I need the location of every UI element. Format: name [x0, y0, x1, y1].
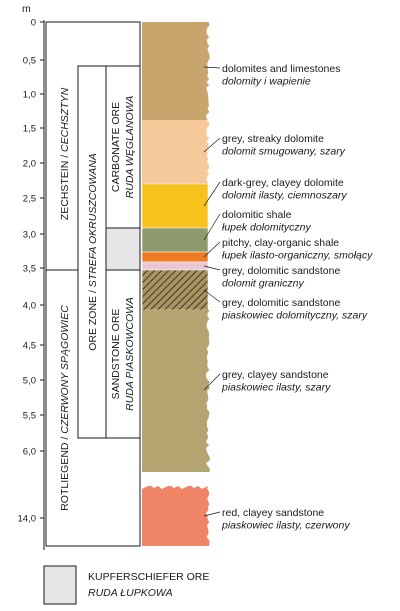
- layer-name: grey, dolomitic sandstone: [222, 265, 340, 277]
- stratigraphic-units: ZECHSTEIN / CECHSZTYN ROTLIEGEND / CZERW…: [45, 21, 141, 547]
- layer-name: grey, clayey sandstone: [222, 369, 329, 381]
- layer-name-pl: piaskowiec ilasty, czerwony: [221, 520, 350, 532]
- axis-tick-label: 5,5: [23, 411, 36, 422]
- layer-name-pl: piaskowiec dolomityczny, szary: [221, 310, 368, 322]
- layer-name-pl: dolomit graniczny: [222, 278, 304, 290]
- rotliegend-label: ROTLIEGEND / CZERWONY SPĄGOWIEC: [59, 305, 71, 511]
- axis-unit: m: [22, 3, 31, 15]
- kupferschiefer-ore-box: [105, 227, 141, 271]
- sandstone-ore-label-pl: RUDA PIASKOWCOWA: [124, 297, 136, 411]
- layer-name: grey, dolomitic sandstone: [222, 297, 340, 309]
- axis-tick-label: 4,5: [23, 341, 36, 352]
- leader-line: [203, 181, 221, 207]
- leader-line: [203, 241, 221, 258]
- axis-tick-label: 1,5: [23, 124, 36, 135]
- zechstein-label: ZECHSTEIN / CECHSZTYN: [59, 87, 71, 220]
- ore-zone-label: ORE ZONE / STREFA OKRUSZCOWANA: [87, 153, 99, 351]
- layer-name: dolomites and limestones: [222, 63, 340, 75]
- axis-tick-label: 6,0: [23, 447, 36, 458]
- lithology-layer: [141, 227, 209, 253]
- axis-tick-label: 4,0: [23, 301, 36, 312]
- layer-name: dolomitic shale: [222, 209, 292, 221]
- axis-tick-label: 3,5: [23, 264, 36, 275]
- lithology-layer: [141, 251, 209, 263]
- leader-line: [203, 66, 221, 69]
- lithology-layer: [142, 485, 210, 546]
- leader-line: [203, 373, 221, 391]
- depth-axis: m 0 0,5 1,0 1,5 2,0 2,5 3,0 3,5 4,0 4,5 5,0 5,5 6,0 1…: [18, 3, 45, 550]
- legend-swatch: [43, 565, 77, 605]
- layer-name-pl: dolomity i wapienie: [222, 76, 311, 88]
- leader-line: [203, 289, 221, 303]
- leader-line: [203, 213, 221, 241]
- legend-title: KUPFERSCHIEFER ORE: [88, 571, 209, 583]
- axis-tick-label: 3,0: [23, 230, 36, 241]
- layer-name-pl: łupek dolomityczny: [222, 222, 311, 234]
- layer-name-pl: dolomit smugowany, szary: [222, 146, 346, 158]
- layer-name-pl: piaskowiec ilasty, szary: [221, 382, 331, 394]
- legend-subtitle: RUDA ŁUPKOWA: [88, 587, 173, 599]
- axis-tick-label: 1,0: [23, 90, 36, 101]
- depth-break-gap: [142, 472, 208, 486]
- axis-ticks: 0 0,5 1,0 1,5 2,0 2,5 3,0 3,5 4,0 4,5 5,0 5,5 6,0 14,…: [18, 18, 44, 525]
- lithology-layer: [142, 120, 210, 184]
- axis-tick-label: 0: [31, 18, 36, 29]
- layer-name-pl: dolomit ilasty, ciemnoszary: [222, 190, 347, 202]
- sandstone-ore-label: SANDSTONE ORE: [110, 309, 122, 400]
- axis-tick-label: 2,5: [23, 194, 36, 205]
- axis-tick-label: 5,0: [23, 376, 36, 387]
- carbonate-ore-label-pl: RUDA WĘGLANOWA: [124, 96, 136, 199]
- leader-line: [203, 137, 221, 153]
- layer-name: pitchy, clay-organic shale: [222, 237, 339, 249]
- carbonate-ore-label: CARBONATE ORE: [110, 102, 122, 192]
- lithology-layer: [141, 183, 209, 229]
- sandstone-ore-box: [105, 269, 141, 439]
- layer-name: grey, streaky dolomite: [222, 133, 324, 145]
- layer-name: red, clayey sandstone: [222, 507, 324, 519]
- axis-tick-label: 14,0: [18, 514, 37, 525]
- leader-line: [203, 265, 221, 271]
- layer-name-pl: łupek ilasto-organiczny, smołący: [222, 250, 373, 262]
- axis-tick-label: 0,5: [23, 56, 36, 67]
- lithology-layer: [141, 269, 209, 311]
- leader-line: [203, 511, 221, 517]
- lithology-layer: [142, 310, 210, 472]
- lithology-layer: [141, 261, 209, 271]
- legend: KUPFERSCHIEFER ORE RUDA ŁUPKOWA: [43, 565, 209, 605]
- layer-name: dark-grey, clayey dolomite: [222, 177, 344, 189]
- axis-tick-label: 2,0: [23, 159, 36, 170]
- lithology-layer: [142, 22, 210, 120]
- lithology-column: [141, 22, 210, 546]
